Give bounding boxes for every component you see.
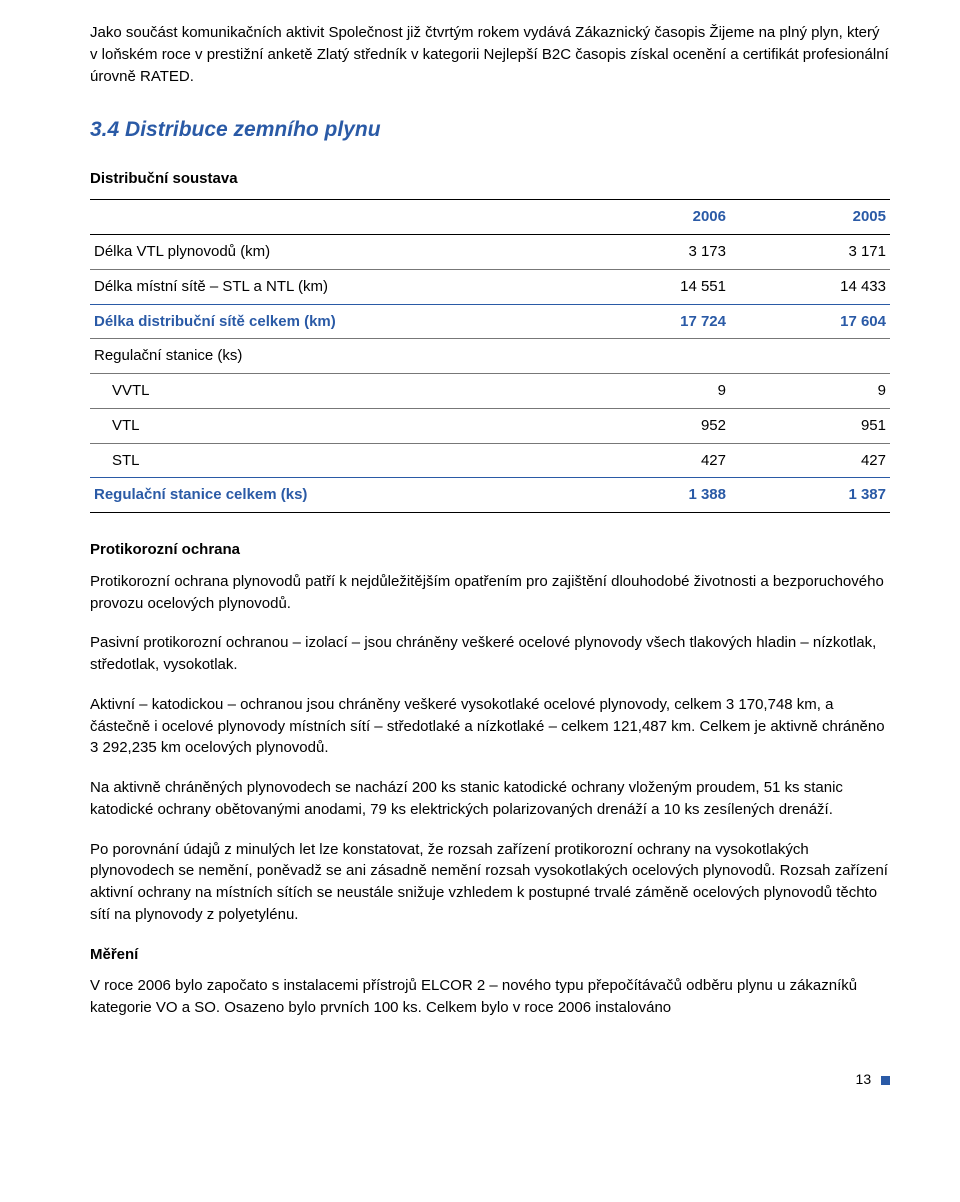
section-heading: 3.4 Distribuce zemního plynu [90,115,890,145]
table-cell: 17 604 [730,304,890,339]
table-cell: 3 171 [730,235,890,270]
table-cell: VTL [90,408,570,443]
table-cell: 9 [730,374,890,409]
table-cell: Regulační stanice (ks) [90,339,570,374]
mereni-p1: V roce 2006 bylo započato s instalacemi … [90,975,890,1019]
table-row: Délka distribuční sítě celkem (km)17 724… [90,304,890,339]
table-cell: 427 [730,443,890,478]
table-header-blank [90,200,570,235]
table-header-2005: 2005 [730,200,890,235]
protikorozni-p1: Protikorozní ochrana plynovodů patří k n… [90,571,890,615]
protikorozni-p2: Pasivní protikorozní ochranou – izolací … [90,632,890,676]
table-cell: STL [90,443,570,478]
protikorozni-p3: Aktivní – katodickou – ochranou jsou chr… [90,694,890,759]
table-cell: 3 173 [570,235,730,270]
page-footer: 13 [90,1069,890,1089]
table-cell: 9 [570,374,730,409]
protikorozni-p5: Po porovnání údajů z minulých let lze ko… [90,839,890,926]
table-cell: Délka distribuční sítě celkem (km) [90,304,570,339]
table-row: VTL952951 [90,408,890,443]
table-cell [730,339,890,374]
table-row: VVTL99 [90,374,890,409]
protikorozni-heading: Protikorozní ochrana [90,539,890,561]
table-row: Regulační stanice celkem (ks)1 3881 387 [90,478,890,513]
table-cell: 14 551 [570,269,730,304]
table-cell: 17 724 [570,304,730,339]
table-cell: VVTL [90,374,570,409]
protikorozni-p4: Na aktivně chráněných plynovodech se nac… [90,777,890,821]
intro-paragraph: Jako součást komunikačních aktivit Spole… [90,22,890,87]
table-cell: 427 [570,443,730,478]
table-cell [570,339,730,374]
distribution-table: 2006 2005 Délka VTL plynovodů (km)3 1733… [90,199,890,513]
table-row: Regulační stanice (ks) [90,339,890,374]
table-cell: 1 387 [730,478,890,513]
table-cell: Délka VTL plynovodů (km) [90,235,570,270]
section-subheading: Distribuční soustava [90,168,890,190]
mereni-heading: Měření [90,944,890,966]
table-row: STL427427 [90,443,890,478]
table-header-row: 2006 2005 [90,200,890,235]
table-cell: 951 [730,408,890,443]
page-number: 13 [856,1071,872,1087]
table-cell: Délka místní sítě – STL a NTL (km) [90,269,570,304]
footer-square-icon [881,1076,890,1085]
table-row: Délka místní sítě – STL a NTL (km)14 551… [90,269,890,304]
table-row: Délka VTL plynovodů (km)3 1733 171 [90,235,890,270]
table-cell: 952 [570,408,730,443]
table-cell: 1 388 [570,478,730,513]
table-cell: 14 433 [730,269,890,304]
table-header-2006: 2006 [570,200,730,235]
table-cell: Regulační stanice celkem (ks) [90,478,570,513]
